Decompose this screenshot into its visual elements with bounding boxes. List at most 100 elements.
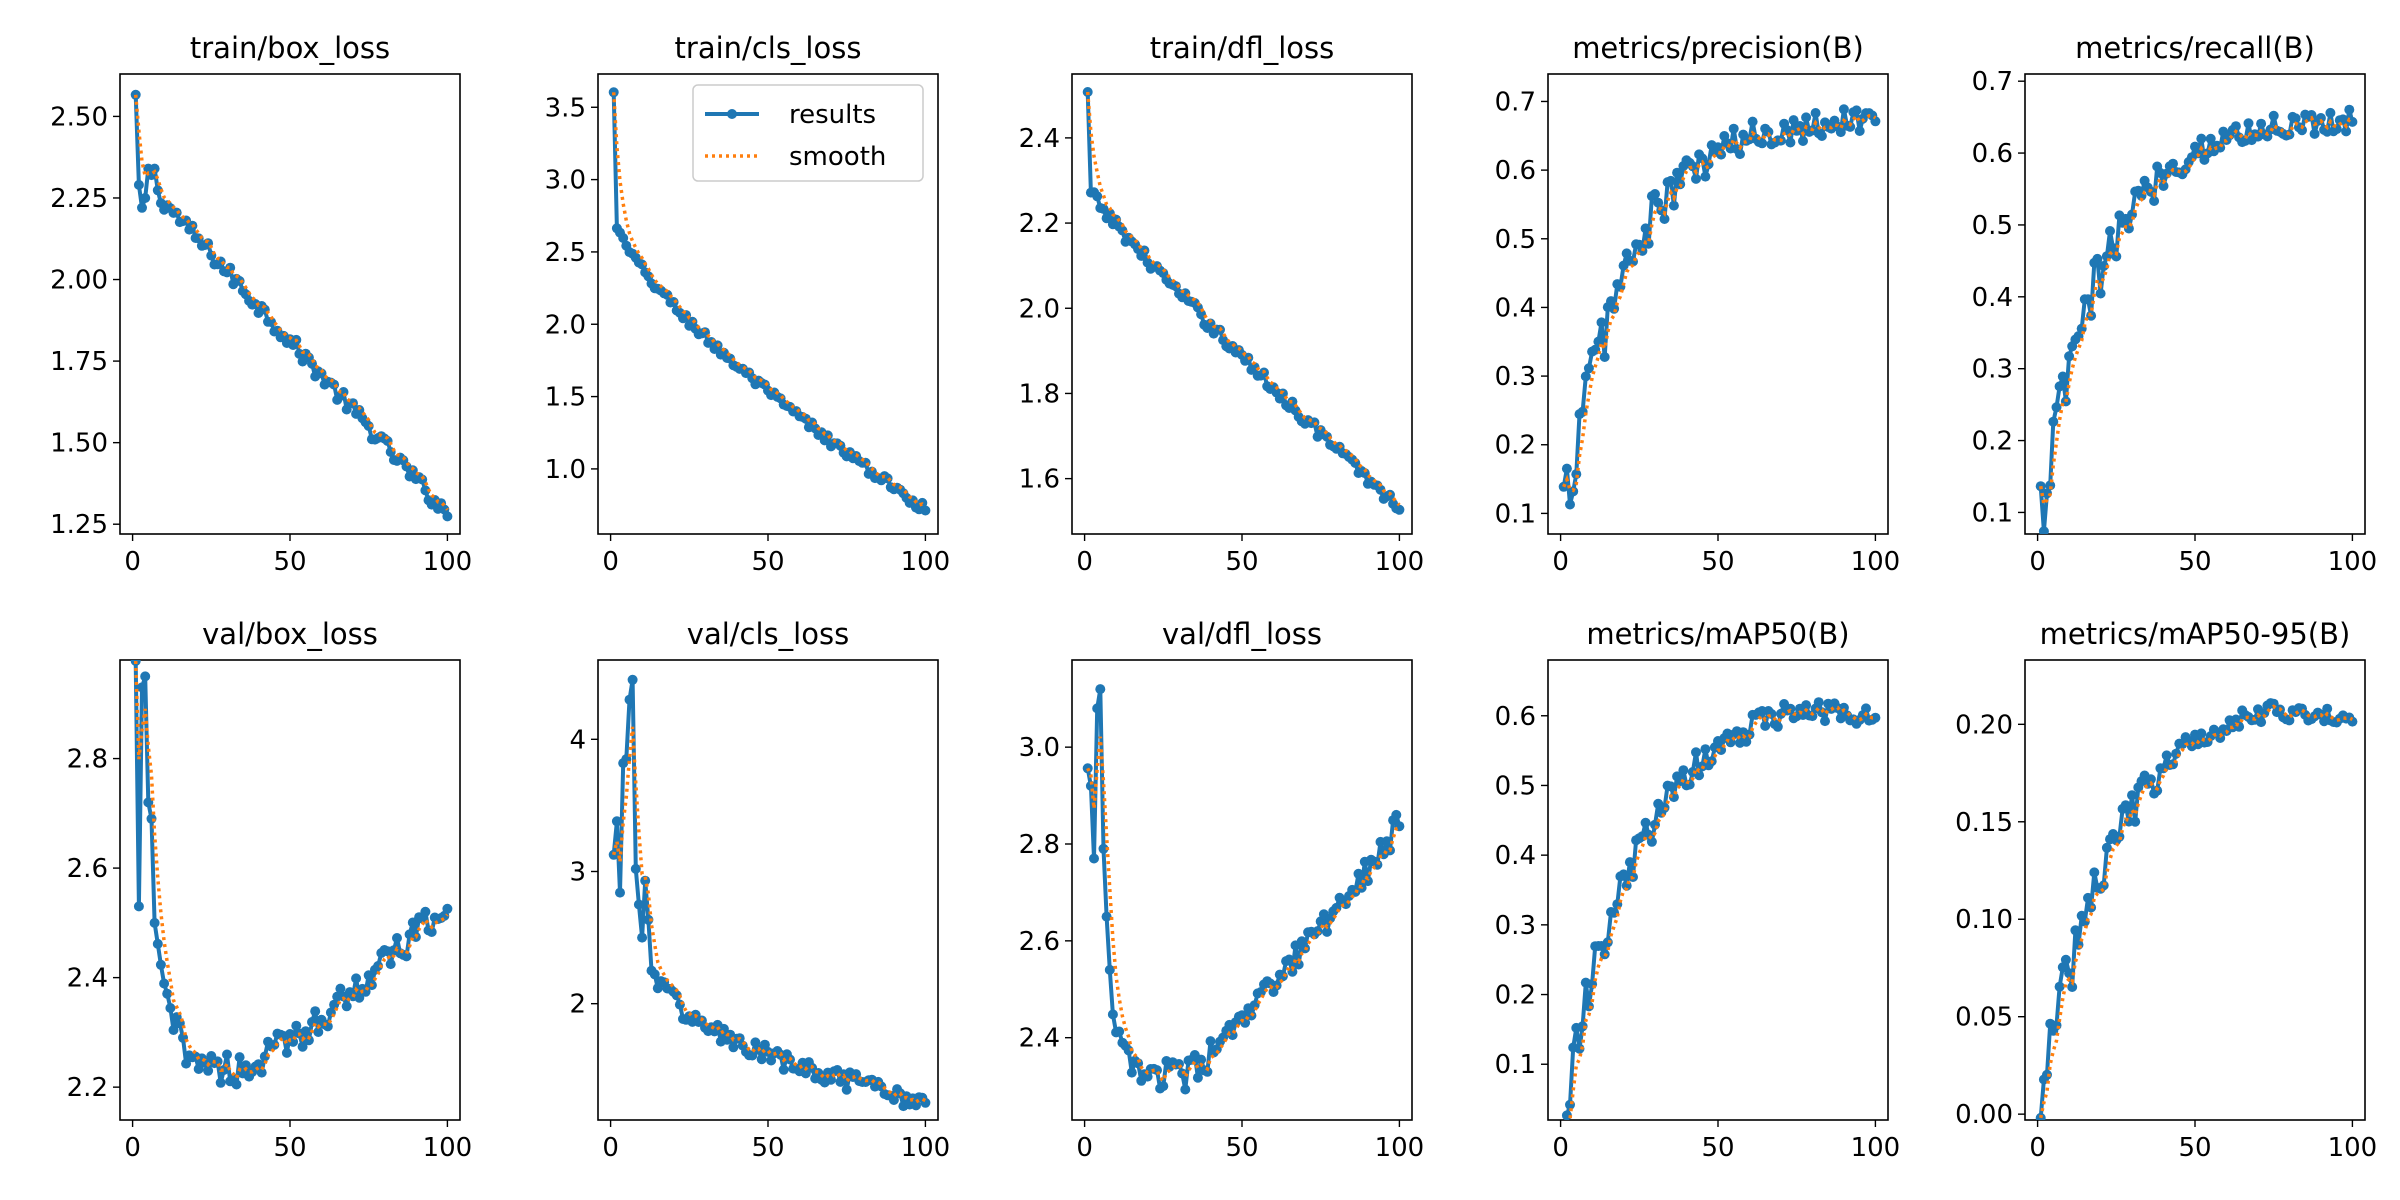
results-point — [1788, 115, 1799, 126]
results-point — [2064, 351, 2075, 362]
results-point — [2149, 196, 2160, 206]
results-point — [159, 978, 170, 989]
x-tick-label: 50 — [273, 547, 306, 577]
y-tick-label: 3.0 — [1019, 733, 1060, 763]
results-point — [385, 959, 396, 970]
results-point — [2325, 107, 2336, 118]
results-point — [2196, 133, 2207, 144]
results-point — [1092, 703, 1103, 714]
chart-panel-10: metrics/mAP50-95(B) 0 50 100 0.00 0.05 0.10 0.1… — [1955, 617, 2377, 1163]
x-tick-label: 50 — [1225, 547, 1258, 577]
y-tick-label: 3 — [569, 857, 586, 887]
results-point — [1735, 149, 1745, 160]
x-tick-label: 100 — [1375, 547, 1425, 577]
results-point — [615, 887, 625, 898]
results-point — [149, 163, 160, 174]
results-point — [633, 899, 644, 910]
results-point — [1785, 137, 1796, 148]
chart-title: metrics/mAP50-95(B) — [2040, 617, 2351, 651]
results-point — [1353, 868, 1364, 879]
chart-title: train/box_loss — [190, 31, 390, 65]
results-point — [888, 1095, 899, 1105]
results-point — [143, 797, 154, 808]
results-point — [1180, 1084, 1191, 1095]
results-point — [149, 917, 160, 928]
legend: results smooth — [692, 84, 924, 182]
results-point — [137, 202, 147, 213]
plot-area — [2035, 104, 2358, 534]
results-point — [281, 1047, 292, 1058]
y-tick-label: 0.6 — [1495, 156, 1536, 186]
smooth-line — [611, 92, 927, 509]
plot-area — [2035, 698, 2358, 1120]
y-tick-label: 1.6 — [1019, 465, 1060, 495]
results-point — [611, 816, 622, 827]
results-point — [2067, 982, 2078, 992]
x-tick-label: 100 — [901, 547, 951, 577]
y-tick-label: 2.6 — [1019, 927, 1060, 957]
results-point — [303, 1035, 314, 1046]
results-point — [1277, 971, 1288, 982]
results-point — [1845, 121, 1856, 132]
y-tick-label: 2.8 — [67, 745, 108, 775]
results-point — [1142, 1071, 1153, 1082]
y-tick-label: 0.10 — [1955, 905, 2013, 935]
y-tick-label: 0.7 — [1495, 87, 1536, 117]
results-point — [2344, 104, 2355, 115]
y-tick-label: 0.4 — [1495, 841, 1536, 871]
results-point — [2127, 790, 2137, 801]
results-point — [1757, 138, 1768, 149]
y-tick-label: 2.00 — [50, 266, 108, 296]
x-tick-label: 0 — [124, 1133, 141, 1163]
results-point — [2256, 118, 2267, 129]
chart-title: val/dfl_loss — [1162, 617, 1322, 651]
results-point — [2060, 954, 2071, 965]
results-point — [1810, 108, 1821, 118]
results-point — [2196, 728, 2207, 739]
results-point — [1593, 336, 1604, 347]
results-point — [2230, 121, 2241, 132]
y-tick-label: 0.00 — [1955, 1100, 2013, 1130]
y-tick-label: 0.6 — [1495, 702, 1536, 732]
y-tick-label: 2.0 — [1019, 294, 1060, 324]
y-tick-label: 3.0 — [545, 166, 586, 196]
results-point — [2092, 253, 2103, 264]
results-point — [1599, 352, 1610, 362]
results-point — [2048, 416, 2059, 427]
results-point — [313, 1027, 324, 1037]
results-point — [1202, 1066, 1213, 1077]
results-point — [1284, 954, 1295, 965]
results-point — [835, 1076, 846, 1087]
results-point — [2205, 133, 2216, 144]
chart-panel-9: metrics/mAP50(B) 0 50 100 0.1 0.2 0.3 0.4 0.5 0.6 — [1495, 617, 1901, 1163]
results-point — [392, 933, 402, 943]
results-line — [611, 677, 928, 1109]
results-point — [1114, 1026, 1125, 1037]
y-tick-label: 2 — [569, 990, 586, 1020]
results-point — [624, 694, 635, 705]
plot-area — [608, 87, 931, 516]
results-point — [1583, 363, 1594, 374]
results-point — [2284, 715, 2295, 726]
results-point — [1851, 105, 1862, 116]
y-tick-label: 0.20 — [1955, 710, 2013, 740]
results-point — [728, 1042, 739, 1053]
results-point — [133, 901, 144, 912]
results-point — [637, 259, 648, 270]
results-point — [137, 682, 147, 693]
x-tick-label: 50 — [1701, 547, 1734, 577]
results-point — [1665, 781, 1676, 792]
results-point — [218, 1065, 229, 1075]
y-tick-label: 0.5 — [1495, 225, 1536, 255]
x-tick-label: 100 — [423, 547, 473, 577]
results-point — [1854, 126, 1865, 136]
y-tick-label: 0.1 — [1972, 498, 2013, 528]
results-point — [426, 927, 437, 937]
results-point — [1747, 116, 1758, 127]
axes-frame — [1547, 659, 1889, 1121]
results-point — [1095, 684, 1106, 695]
smooth-line — [1085, 91, 1401, 507]
results-point — [256, 1067, 267, 1078]
results-point — [2057, 962, 2068, 973]
